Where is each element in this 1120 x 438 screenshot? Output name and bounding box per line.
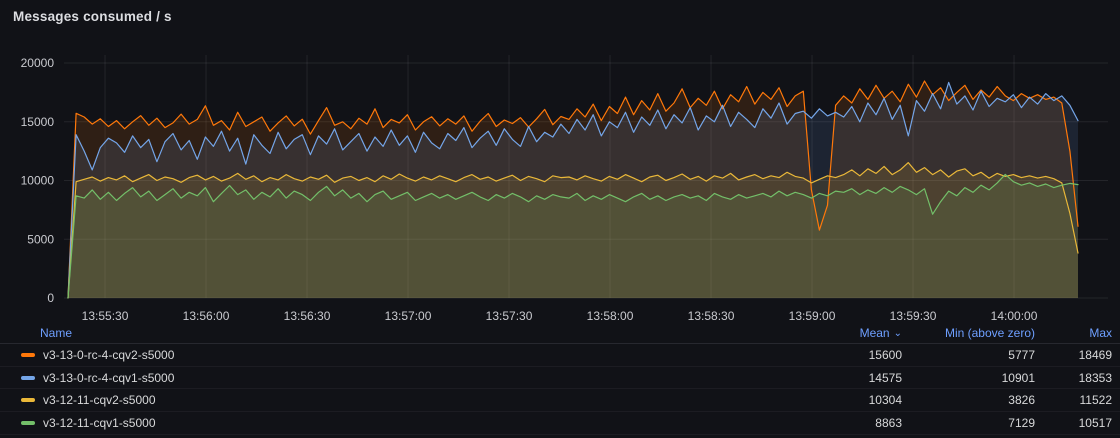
series-line-v3-13-0-rc-4-cqv1-s5000 — [67, 81, 1079, 299]
series-mean-value: 10304 — [868, 393, 902, 408]
series-min-value: 5777 — [1008, 347, 1035, 362]
x-axis-tick-label: 13:59:30 — [890, 309, 937, 323]
legend-header: Name Mean ⌄ Min (above zero) Max — [0, 322, 1120, 344]
series-min-value: 10901 — [1001, 370, 1035, 385]
legend-header-min[interactable]: Min (above zero) — [944, 325, 1035, 340]
series-fill-v3-12-11-cqv1-s5000 — [68, 174, 1078, 298]
series-max-value: 11522 — [1079, 393, 1112, 408]
series-line-v3-13-0-rc-4-cqv2-s5000 — [67, 80, 1079, 299]
series-name: v3-12-11-cqv2-s5000 — [43, 393, 156, 408]
series-fill-v3-13-0-rc-4-cqv1-s5000 — [68, 82, 1078, 299]
x-axis-tick-label: 13:56:30 — [284, 309, 331, 323]
series-line-v3-12-11-cqv1-s5000 — [67, 173, 1079, 299]
series-color-swatch — [21, 375, 35, 380]
legend-row[interactable]: v3-12-11-cqv1-s5000 8863 7129 10517 — [0, 412, 1120, 435]
legend-header-max[interactable]: Max — [1089, 325, 1112, 340]
legend-table: Name Mean ⌄ Min (above zero) Max v3-13-0-… — [0, 322, 1120, 438]
series-min-value: 7129 — [1008, 415, 1035, 430]
x-axis-tick-label: 13:55:30 — [82, 309, 129, 323]
y-axis-tick-label: 10000 — [21, 174, 55, 188]
legend-header-mean[interactable]: Mean ⌄ — [859, 325, 902, 340]
series-max-value: 18353 — [1078, 370, 1112, 385]
x-axis-tick-label: 14:00:00 — [991, 309, 1038, 323]
series-color-swatch — [21, 398, 35, 403]
series-name: v3-12-11-cqv1-s5000 — [43, 415, 156, 430]
y-axis-tick-label: 5000 — [27, 232, 54, 246]
x-axis-tick-label: 13:59:00 — [789, 309, 836, 323]
series-max-value: 10517 — [1078, 415, 1112, 430]
series-fill-v3-12-11-cqv2-s5000 — [68, 162, 1078, 298]
series-mean-value: 14575 — [868, 370, 902, 385]
legend-header-name[interactable]: Name — [40, 325, 73, 340]
panel-title[interactable]: Messages consumed / s — [13, 9, 172, 24]
series-mean-value: 8863 — [875, 415, 902, 430]
y-axis-tick-label: 0 — [47, 291, 54, 305]
y-axis-tick-label: 20000 — [21, 56, 55, 70]
series-name: v3-13-0-rc-4-cqv1-s5000 — [43, 370, 175, 385]
series-color-swatch — [21, 352, 35, 357]
sort-desc-icon: ⌄ — [893, 327, 902, 339]
legend-row[interactable]: v3-13-0-rc-4-cqv1-s5000 14575 10901 1835… — [0, 367, 1120, 390]
x-axis-tick-label: 13:57:30 — [486, 309, 533, 323]
x-axis-tick-label: 13:58:30 — [688, 309, 735, 323]
series-mean-value: 15600 — [868, 347, 902, 362]
x-axis-tick-label: 13:58:00 — [587, 309, 634, 323]
series-name: v3-13-0-rc-4-cqv2-s5000 — [43, 347, 175, 362]
y-axis-tick-label: 15000 — [21, 115, 55, 129]
x-axis-tick-label: 13:57:00 — [385, 309, 432, 323]
x-axis-tick-label: 13:56:00 — [183, 309, 230, 323]
series-max-value: 18469 — [1078, 347, 1112, 362]
timeseries-chart[interactable]: 0 5000 10000 15000 20000 13:55:30 13:56:00 13:5… — [0, 0, 1120, 330]
series-min-value: 3826 — [1008, 393, 1035, 408]
legend-row[interactable]: v3-13-0-rc-4-cqv2-s5000 15600 5777 18469 — [0, 344, 1120, 367]
series-fill-v3-13-0-rc-4-cqv2-s5000 — [68, 81, 1078, 298]
legend-row[interactable]: v3-12-11-cqv2-s5000 10304 3826 11522 — [0, 389, 1120, 413]
series-color-swatch — [21, 420, 35, 425]
series-line-v3-12-11-cqv2-s5000 — [67, 162, 1079, 299]
